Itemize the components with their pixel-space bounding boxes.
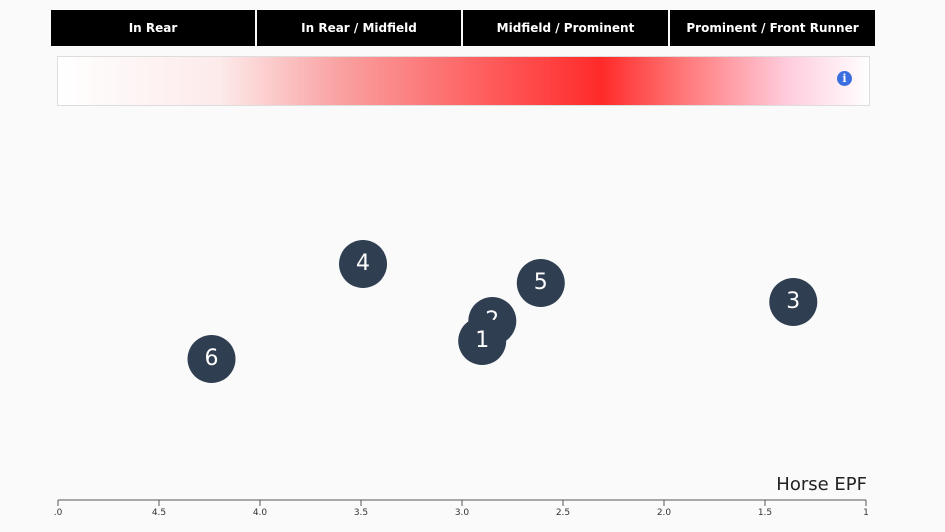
info-icon[interactable]: i — [837, 71, 852, 86]
horse-number: 3 — [786, 289, 800, 314]
horse-number: 5 — [534, 270, 548, 295]
gradient-bar — [57, 56, 870, 106]
tab[interactable]: In Rear / Midfield — [257, 10, 461, 46]
horse-number: 1 — [475, 328, 489, 353]
horse-marker — [516, 259, 565, 307]
horse-marker — [339, 240, 388, 288]
x-tick-label: 3.5 — [354, 508, 368, 518]
horse-number: 4 — [356, 251, 370, 276]
tab[interactable]: Prominent / Front Runner — [670, 10, 875, 46]
x-tick-label: 1.5 — [758, 508, 772, 518]
x-tick-label: 4.5 — [152, 508, 166, 518]
axis-title: Horse EPF — [776, 474, 867, 495]
horse-number: 6 — [205, 346, 219, 371]
x-tick-label: 3.0 — [455, 508, 470, 518]
x-tick-label: .0 — [54, 508, 63, 518]
x-tick-label: 1 — [863, 508, 869, 518]
x-tick-label: 2.5 — [556, 508, 570, 518]
x-tick-label: 2.0 — [657, 508, 672, 518]
tab[interactable]: Midfield / Prominent — [463, 10, 668, 46]
horse-marker — [769, 278, 818, 326]
tab[interactable]: In Rear — [51, 10, 255, 46]
horse-marker — [187, 335, 236, 383]
x-tick-label: 4.0 — [253, 508, 268, 518]
horse-marker — [458, 317, 507, 365]
